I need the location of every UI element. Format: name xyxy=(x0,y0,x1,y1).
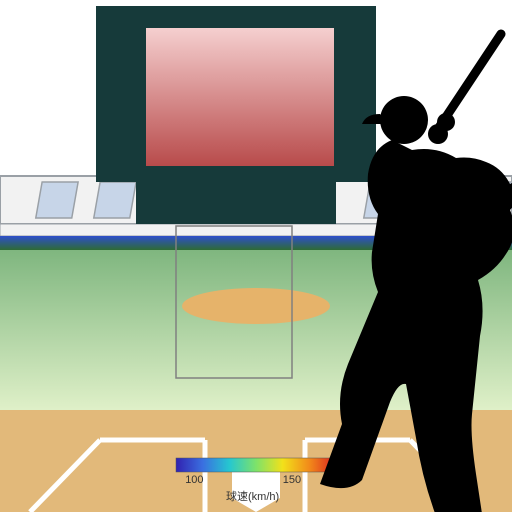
billboard xyxy=(94,182,136,218)
speed-legend xyxy=(176,458,336,472)
pitch-location-diagram: 100 150 球速(km/h) xyxy=(0,0,512,512)
legend-tick-150: 150 xyxy=(283,474,301,486)
billboard xyxy=(36,182,78,218)
scoreboard-screen xyxy=(146,28,334,166)
legend-title: 球速(km/h) xyxy=(226,488,279,504)
scene-svg xyxy=(0,0,512,512)
strike-zone xyxy=(176,226,292,378)
scoreboard-neck xyxy=(136,182,336,224)
legend-tick-100: 100 xyxy=(185,474,203,486)
